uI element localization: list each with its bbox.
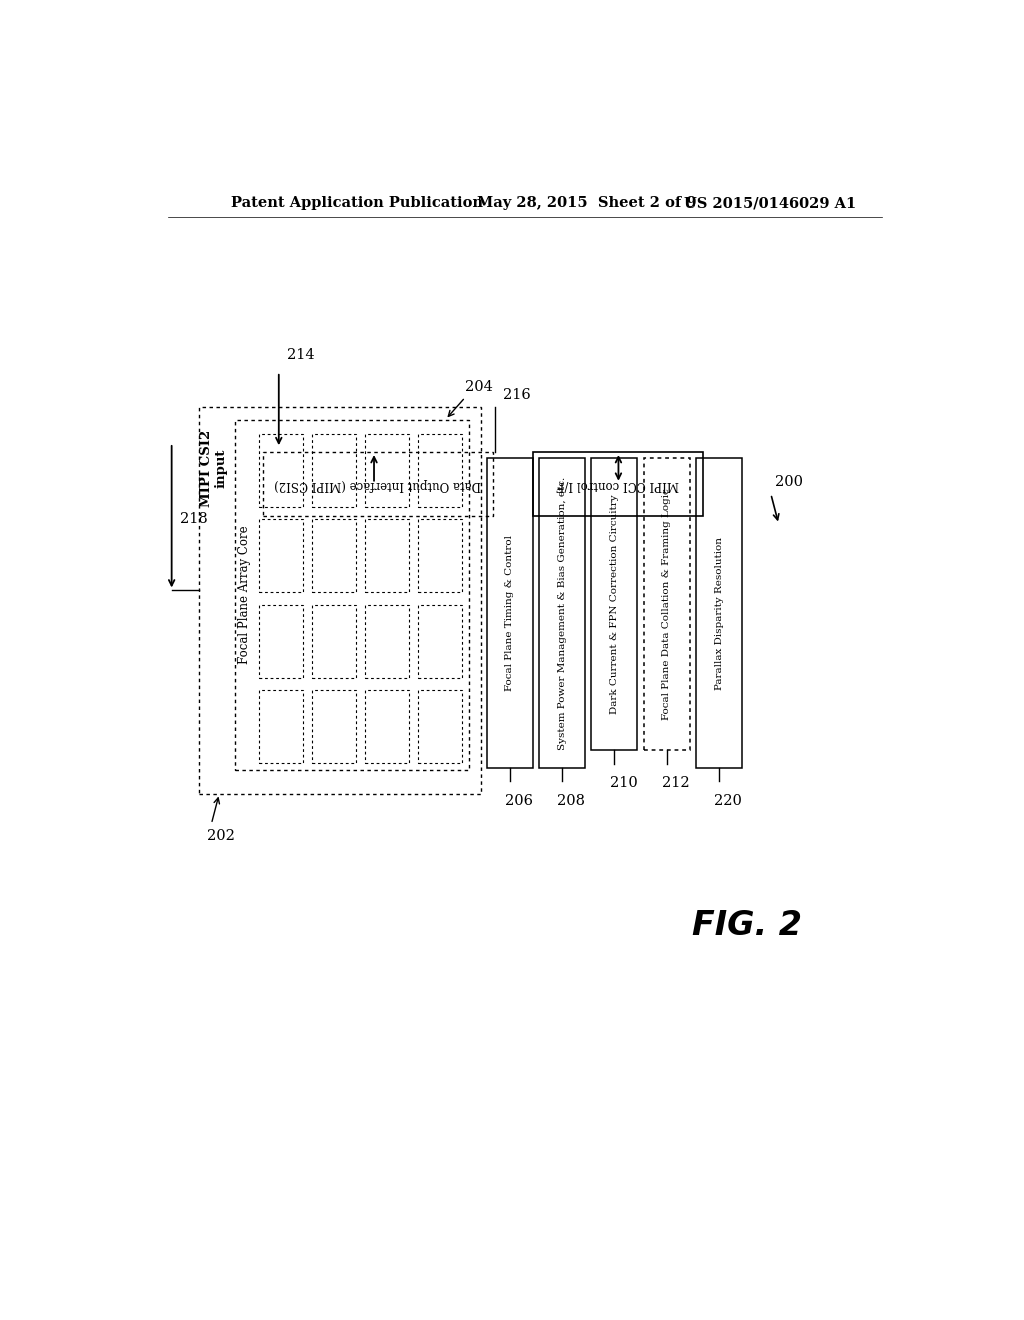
- Bar: [366, 434, 409, 507]
- Bar: [312, 434, 355, 507]
- Bar: [312, 519, 355, 593]
- Text: May 28, 2015  Sheet 2 of 9: May 28, 2015 Sheet 2 of 9: [477, 197, 696, 210]
- Bar: [419, 605, 462, 677]
- Bar: [312, 690, 355, 763]
- Text: 200: 200: [775, 475, 803, 488]
- Bar: [532, 453, 703, 516]
- Text: MIPI CSI2
input: MIPI CSI2 input: [200, 430, 227, 507]
- Bar: [592, 458, 638, 750]
- Bar: [419, 434, 462, 507]
- Bar: [200, 408, 481, 793]
- Text: System Power Management & Bias Generation, etc.: System Power Management & Bias Generatio…: [558, 477, 566, 750]
- Bar: [366, 605, 409, 677]
- Text: 214: 214: [287, 347, 314, 362]
- Text: 218: 218: [179, 512, 207, 527]
- Text: 216: 216: [503, 388, 530, 403]
- Bar: [419, 519, 462, 593]
- Bar: [259, 690, 303, 763]
- Bar: [263, 453, 494, 516]
- Text: Focal Plane Timing & Control: Focal Plane Timing & Control: [505, 535, 514, 692]
- Text: FIG. 2: FIG. 2: [692, 909, 802, 942]
- Text: Patent Application Publication: Patent Application Publication: [231, 197, 483, 210]
- Bar: [259, 519, 303, 593]
- Bar: [539, 458, 585, 768]
- Text: 210: 210: [609, 776, 638, 791]
- Text: Parallax Disparity Resolution: Parallax Disparity Resolution: [715, 537, 724, 690]
- Bar: [236, 420, 469, 771]
- Text: MIPI CCI control I/F: MIPI CCI control I/F: [557, 478, 680, 491]
- Bar: [486, 458, 532, 768]
- Bar: [366, 519, 409, 593]
- Text: 220: 220: [715, 793, 742, 808]
- Text: Focal Plane Array Core: Focal Plane Array Core: [239, 525, 251, 664]
- Text: 202: 202: [207, 829, 236, 843]
- Bar: [312, 605, 355, 677]
- Text: US 2015/0146029 A1: US 2015/0146029 A1: [684, 197, 856, 210]
- Bar: [259, 605, 303, 677]
- Bar: [259, 434, 303, 507]
- Text: 208: 208: [557, 793, 586, 808]
- Text: 204: 204: [465, 380, 494, 395]
- Text: Dark Current & FPN Correction Circuitry: Dark Current & FPN Correction Circuitry: [610, 494, 618, 714]
- Text: 212: 212: [663, 776, 690, 791]
- Bar: [644, 458, 690, 750]
- Bar: [366, 690, 409, 763]
- Text: Focal Plane Data Collation & Framing Logic: Focal Plane Data Collation & Framing Log…: [663, 488, 672, 719]
- Text: Data Output Interface (MIPI CSI2): Data Output Interface (MIPI CSI2): [274, 478, 481, 491]
- Bar: [419, 690, 462, 763]
- Text: 206: 206: [505, 793, 532, 808]
- Bar: [696, 458, 742, 768]
